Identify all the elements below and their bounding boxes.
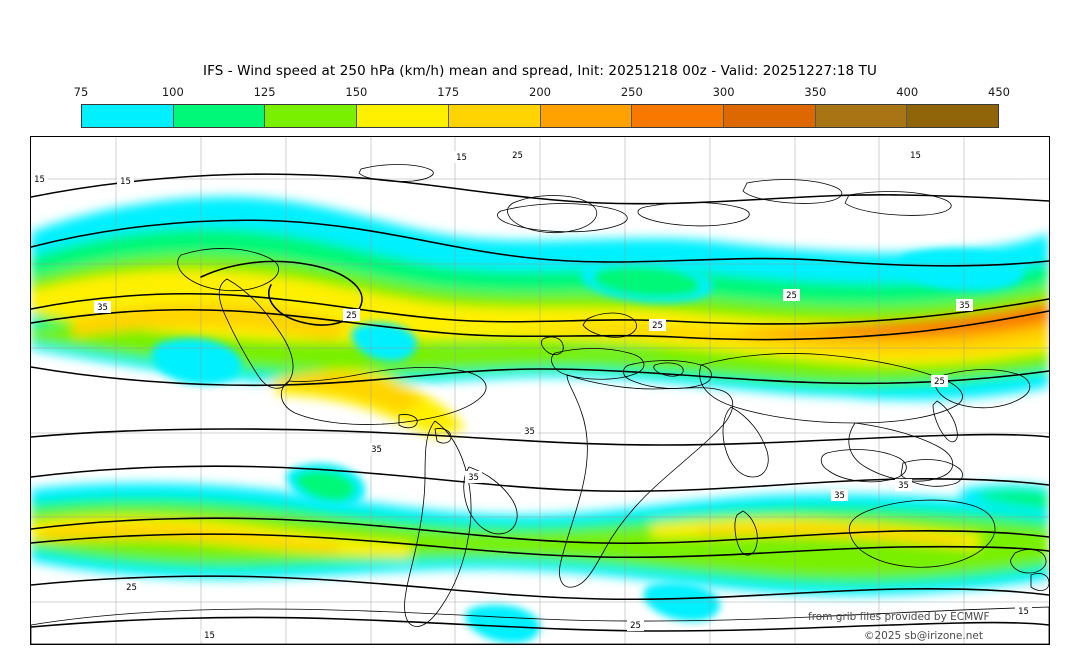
svg-text:35: 35 — [834, 491, 845, 501]
colorbar: 75 100 125 150 175 200 250 300 350 400 450 — [74, 85, 1010, 128]
colorbar-tick-150: 150 — [345, 85, 368, 99]
data-source-credit: from grib files provided by ECMWF — [808, 611, 990, 623]
colorbar-tick-75: 75 — [73, 85, 89, 99]
colorbar-band-1 — [172, 105, 265, 127]
colorbar-band-9 — [906, 105, 999, 127]
svg-text:15: 15 — [120, 177, 131, 187]
svg-text:35: 35 — [97, 303, 108, 313]
colorbar-band-8 — [814, 105, 907, 127]
svg-text:25: 25 — [652, 321, 663, 331]
global-wind-speed-map: 35 35 35 35 25 25 25 25 25 15 15 15 15 3… — [31, 137, 1049, 644]
copyright-credit: ©2025 sb@irizone.net — [864, 630, 983, 642]
colorbar-band-3 — [356, 105, 448, 127]
svg-text:35: 35 — [524, 427, 535, 437]
svg-text:25: 25 — [934, 377, 945, 387]
svg-text:25: 25 — [786, 291, 797, 301]
map-frame: 35 35 35 35 25 25 25 25 25 15 15 15 15 3… — [30, 136, 1050, 645]
colorbar-tick-200: 200 — [529, 85, 551, 99]
svg-text:15: 15 — [1018, 607, 1029, 617]
colorbar-tick-400: 400 — [896, 85, 919, 99]
svg-text:15: 15 — [204, 631, 215, 641]
colorbar-band-7 — [722, 105, 815, 127]
colorbar-band-0 — [82, 105, 173, 127]
svg-text:25: 25 — [126, 583, 137, 593]
colorbar-tick-100: 100 — [161, 85, 184, 99]
svg-text:15: 15 — [456, 153, 467, 163]
svg-text:35: 35 — [959, 301, 970, 311]
page-title: IFS - Wind speed at 250 hPa (km/h) mean … — [203, 63, 877, 79]
svg-text:35: 35 — [371, 445, 382, 455]
colorbar-band-6 — [631, 105, 723, 127]
svg-text:35: 35 — [898, 481, 909, 491]
colorbar-band-5 — [539, 105, 632, 127]
colorbar-tick-175: 175 — [437, 85, 460, 99]
svg-text:25: 25 — [346, 311, 357, 321]
svg-text:25: 25 — [630, 621, 641, 631]
colorbar-band-2 — [264, 105, 357, 127]
colorbar-tick-250: 250 — [620, 85, 643, 99]
colorbar-tick-125: 125 — [253, 85, 276, 99]
svg-text:25: 25 — [512, 151, 523, 161]
colorbar-bands — [81, 104, 999, 128]
svg-text:15: 15 — [34, 175, 45, 185]
colorbar-tick-350: 350 — [804, 85, 827, 99]
svg-text:35: 35 — [468, 473, 479, 483]
svg-text:15: 15 — [910, 151, 921, 161]
colorbar-tick-300: 300 — [712, 85, 735, 99]
colorbar-tick-450: 450 — [988, 85, 1010, 99]
colorbar-band-4 — [447, 105, 540, 127]
colorbar-tick-labels: 75 100 125 150 175 200 250 300 350 400 450 — [74, 85, 1010, 101]
